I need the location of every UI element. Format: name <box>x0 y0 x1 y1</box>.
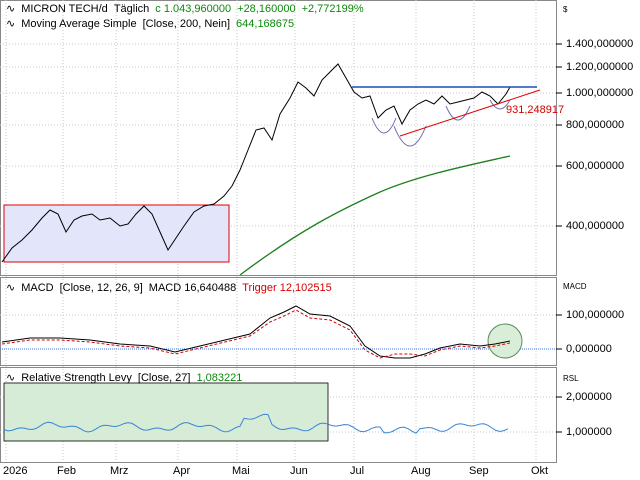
ma-header: ∿ Moving Average Simple [Close, 200, Nein]… <box>6 18 300 31</box>
trigger-line <box>1 309 511 359</box>
macd-y-label-0: 0,000000 <box>566 343 612 355</box>
period-label: Täglich <box>113 3 150 15</box>
macd-side-label: MACD <box>563 282 587 291</box>
y-label-1000: 1.000,000000 <box>566 87 634 99</box>
rsl-y-label-2: 2,000000 <box>566 391 612 403</box>
x-label-feb: Feb <box>57 465 76 477</box>
rsl-params: [Close, 27] <box>137 372 191 384</box>
rsl-line <box>3 413 509 434</box>
consolidation-box[interactable] <box>3 204 230 263</box>
macd-label: MACD <box>21 282 54 294</box>
y-label-1400: 1.400,000000 <box>566 38 634 50</box>
y-label-600: 600,000000 <box>566 160 625 172</box>
rsl-label: Relative Strength Levy <box>21 372 132 384</box>
ma-label: Moving Average Simple <box>21 18 137 30</box>
rsl-y-label-1: 1,000000 <box>566 426 612 438</box>
x-label-sep: Sep <box>469 465 489 477</box>
pattern-arcs <box>371 99 511 147</box>
x-label-apr: Apr <box>173 465 191 477</box>
price-series-line <box>1 63 511 263</box>
y-label-400: 400,000000 <box>566 220 625 232</box>
x-label-2026: 2026 <box>3 465 28 477</box>
trendline-label: 931,248917 <box>506 104 565 116</box>
macd-y-label-100: 100,000000 <box>566 309 625 321</box>
macd-line <box>1 305 511 359</box>
rsl-highlight-box[interactable] <box>3 382 329 442</box>
x-label-mai: Mai <box>232 465 250 477</box>
change-abs: +28,160000 <box>237 3 296 15</box>
price-header: ∿ MICRON TECH/d Täglich c 1.043,960000 +28,1… <box>6 3 370 16</box>
y-label-800: 800,000000 <box>566 119 625 131</box>
x-label-aug: Aug <box>411 465 431 477</box>
trigger-value: Trigger 12,102515 <box>242 282 332 294</box>
ma-value: 644,168675 <box>236 18 295 30</box>
macd-highlight-circle[interactable] <box>487 323 523 359</box>
rsl-side-label: RSL <box>563 374 579 383</box>
ma-params: [Close, 200, Nein] <box>142 18 231 30</box>
macd-params: [Close, 12, 26, 9] <box>59 282 143 294</box>
moving-average-line <box>239 155 511 276</box>
rsl-value: 1,083221 <box>196 372 243 384</box>
y-label-1200: 1.200,000000 <box>566 61 634 73</box>
macd-panel-frame <box>0 277 557 366</box>
macd-header: ∿ MACD [Close, 12, 26, 9] MACD 16,640488 Tri… <box>6 282 338 295</box>
rsl-icon: ∿ <box>6 372 16 384</box>
x-label-okt: Okt <box>531 465 549 477</box>
rsl-header: ∿ Relative Strength Levy [Close, 27] 1,0832… <box>6 372 248 385</box>
macd-value: MACD 16,640488 <box>148 282 237 294</box>
uptrend-line[interactable] <box>399 89 541 137</box>
symbol-label: MICRON TECH/d <box>21 3 108 15</box>
currency-label: $ <box>563 5 568 14</box>
x-label-jul: Jul <box>350 465 365 477</box>
close-label: c 1.043,960000 <box>155 3 232 15</box>
x-label-jun: Jun <box>290 465 308 477</box>
chart-icon: ∿ <box>6 3 16 15</box>
x-label-mrz: Mrz <box>110 465 129 477</box>
macd-icon: ∿ <box>6 282 16 294</box>
change-pct: +2,772199% <box>301 3 364 15</box>
y-axis-ticks <box>556 43 562 433</box>
ma-icon: ∿ <box>6 18 16 30</box>
